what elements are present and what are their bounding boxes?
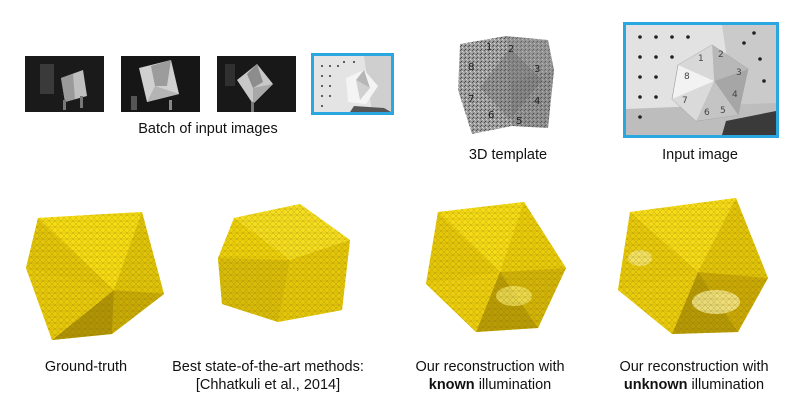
input-number-7: 7 <box>682 96 688 106</box>
template-number-6: 6 <box>488 110 494 121</box>
input-number-5: 5 <box>720 106 726 116</box>
ground-truth-caption: Ground-truth <box>44 359 128 375</box>
input-number-6: 6 <box>704 108 710 118</box>
input-number-8: 8 <box>684 72 690 82</box>
known-caption-line1: Our reconstruction with <box>415 359 565 375</box>
known-caption: Our reconstruction with known illuminati… <box>400 358 580 394</box>
sota-caption-line1: Best state-of-the-art methods: <box>172 359 364 375</box>
sota-caption-line2: [Chhatkuli et al., 2014] <box>195 377 341 393</box>
input-number-4: 4 <box>732 90 738 100</box>
template-number-8: 8 <box>468 62 474 73</box>
input-number-3: 3 <box>736 68 742 78</box>
unknown-caption-line1: Our reconstruction with <box>619 359 769 375</box>
batch-image-3 <box>217 56 296 112</box>
known-illumination-mesh <box>420 198 570 338</box>
template-number-7: 7 <box>468 94 474 105</box>
template-number-4: 4 <box>534 96 540 107</box>
input-number-2: 2 <box>718 50 724 60</box>
input-caption: Input image <box>662 147 738 163</box>
unknown-caption: Our reconstruction with unknown illumina… <box>604 358 784 394</box>
template-number-3: 3 <box>534 64 540 75</box>
unknown-illumination-mesh <box>612 194 772 340</box>
batch-caption: Batch of input images <box>138 121 278 137</box>
input-number-1: 1 <box>698 54 704 64</box>
ground-truth-mesh <box>22 206 172 346</box>
known-caption-rest: illumination <box>474 377 552 393</box>
template-number-2: 2 <box>508 44 514 55</box>
batch-image-1 <box>25 56 104 112</box>
sota-caption: Best state-of-the-art methods: [Chhatkul… <box>168 358 368 394</box>
input-image-highlighted: 1 2 3 4 5 6 7 8 <box>623 22 779 138</box>
template-3d-model: 1 2 3 4 5 6 7 8 <box>452 30 562 140</box>
batch-image-4-highlighted <box>311 53 394 115</box>
template-number-5: 5 <box>516 116 522 127</box>
known-caption-bold: known <box>428 377 475 393</box>
template-caption: 3D template <box>468 147 548 163</box>
batch-image-2 <box>121 56 200 112</box>
template-number-1: 1 <box>486 42 492 53</box>
sota-mesh <box>210 200 360 330</box>
unknown-caption-bold: unknown <box>623 377 688 393</box>
unknown-caption-rest: illumination <box>687 377 765 393</box>
